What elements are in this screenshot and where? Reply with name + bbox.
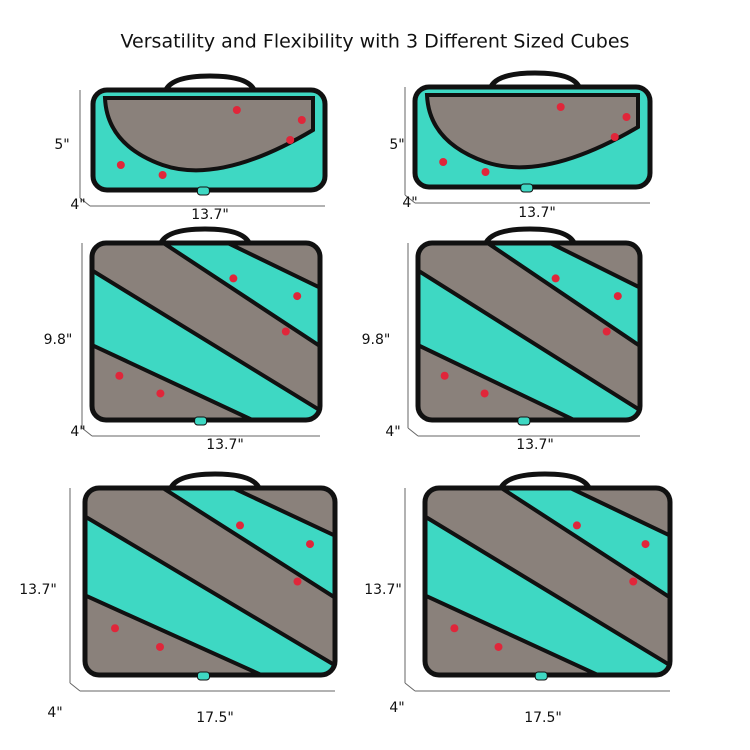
strawberry <box>481 168 490 176</box>
zipper-pull <box>520 183 534 193</box>
strawberry <box>111 624 119 633</box>
width-label: 13.7" <box>516 437 554 453</box>
handle <box>497 471 593 492</box>
height-label: 9.8" <box>44 332 73 348</box>
depth-label: 4" <box>70 197 85 213</box>
handle <box>487 70 583 91</box>
strawberry <box>281 327 290 336</box>
zipper-pull <box>197 671 210 681</box>
mesh-band <box>92 243 320 420</box>
mesh-band <box>92 337 264 420</box>
mesh-panel <box>102 96 315 173</box>
mesh-panel <box>424 93 640 170</box>
zipper-pull <box>517 416 531 426</box>
strawberry <box>440 371 449 380</box>
strawberry <box>602 327 611 336</box>
mesh-band <box>85 488 335 675</box>
width-label: 17.5" <box>524 710 562 726</box>
strawberry <box>156 642 164 651</box>
mesh-band <box>558 488 670 544</box>
packing-cube: 13.7" 4" 17.5" <box>19 471 338 726</box>
mesh-band <box>418 337 586 420</box>
mesh-band <box>221 488 335 544</box>
strawberry <box>158 171 167 179</box>
width-label: 13.7" <box>191 207 229 223</box>
strawberry <box>494 642 503 651</box>
width-label: 13.7" <box>518 205 556 221</box>
mesh-band <box>418 243 640 420</box>
depth-line <box>81 427 93 437</box>
depth-line <box>407 427 419 437</box>
cube-pattern <box>424 93 640 176</box>
cube-pattern <box>102 96 315 179</box>
strawberry <box>572 521 581 530</box>
depth-label: 4" <box>385 424 400 440</box>
zipper-pull <box>194 416 208 426</box>
strawberry <box>306 540 314 549</box>
cube-pattern <box>85 488 335 675</box>
depth-line <box>69 682 81 692</box>
strawberry <box>116 161 125 169</box>
strawberry <box>286 136 295 144</box>
depth-line <box>404 194 416 204</box>
height-label: 5" <box>389 137 404 153</box>
zipper-pull <box>534 671 548 681</box>
strawberry <box>115 371 124 380</box>
strawberry <box>622 113 631 121</box>
mesh-band <box>539 243 640 296</box>
mesh-band <box>425 587 610 675</box>
cube-pattern <box>425 488 670 675</box>
strawberry <box>236 521 244 530</box>
packing-cube: 13.7" 4" 17.5" <box>364 471 673 726</box>
packing-cube: 9.8" 4" 13.7" <box>44 226 323 453</box>
cube-pattern <box>92 243 320 420</box>
title: Versatility and Flexibility with 3 Diffe… <box>121 31 630 53</box>
strawberry <box>641 540 650 549</box>
packing-cube: 5" 4" 13.7" <box>389 70 653 221</box>
strawberry <box>232 106 241 114</box>
strawberry <box>439 158 448 166</box>
strawberry <box>450 624 459 633</box>
depth-label: 4" <box>47 705 62 721</box>
strawberry <box>551 274 560 283</box>
strawberry <box>556 103 565 111</box>
zipper-pull <box>196 186 210 196</box>
height-label: 13.7" <box>19 582 57 598</box>
depth-line <box>404 682 416 692</box>
strawberry <box>613 292 622 301</box>
handle <box>482 226 578 247</box>
strawberry <box>297 116 306 124</box>
depth-label: 4" <box>402 195 417 211</box>
height-label: 13.7" <box>364 582 402 598</box>
strawberry <box>229 274 238 283</box>
strawberry <box>610 133 619 141</box>
mesh-band <box>216 243 320 296</box>
strawberry <box>293 577 302 586</box>
height-label: 9.8" <box>362 332 391 348</box>
mesh-band <box>425 488 670 675</box>
strawberry <box>629 577 638 586</box>
handle <box>162 73 258 94</box>
packing-cube: 9.8" 4" 13.7" <box>362 226 643 453</box>
mesh-band <box>85 587 274 675</box>
packing-cube: 5" 4" 13.7" <box>54 73 328 223</box>
cube-pattern <box>418 243 640 420</box>
width-label: 13.7" <box>206 437 244 453</box>
width-label: 17.5" <box>196 710 234 726</box>
height-label: 5" <box>54 137 69 153</box>
depth-label: 4" <box>70 424 85 440</box>
depth-line <box>79 197 91 207</box>
depth-label: 4" <box>389 700 404 716</box>
handle <box>157 226 253 247</box>
strawberry <box>293 292 302 301</box>
strawberry <box>156 389 165 398</box>
strawberry <box>480 389 489 398</box>
handle <box>167 471 263 492</box>
